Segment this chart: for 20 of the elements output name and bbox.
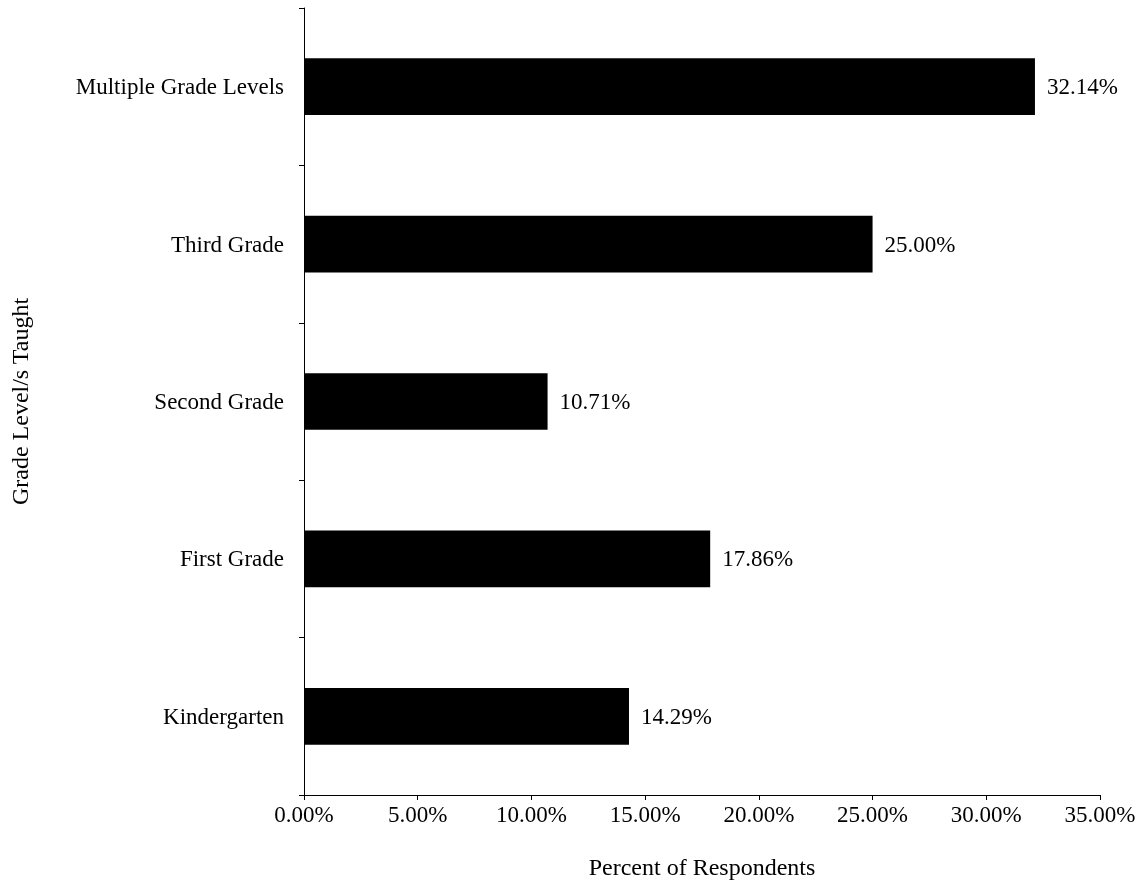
y-tick-label: First Grade [179, 546, 284, 572]
data-label: 17.86% [722, 546, 794, 572]
y-tick-label: Multiple Grade Levels [75, 74, 285, 100]
y-axis-title: Grade Level/s Taught [7, 297, 33, 506]
x-tick-label: 30.00% [950, 802, 1022, 827]
data-label: 25.00% [884, 231, 956, 257]
x-tick-label: 5.00% [388, 802, 448, 827]
x-tick-label: 0.00% [274, 802, 334, 827]
x-tick-label: 20.00% [723, 802, 795, 827]
y-tick-label: Second Grade [154, 389, 284, 414]
x-tick-label: 15.00% [609, 802, 681, 827]
y-tick-label: Third Grade [170, 231, 284, 257]
x-tick-label: 10.00% [495, 802, 567, 827]
y-tick-label: Kindergarten [163, 703, 285, 729]
data-label: 14.29% [641, 703, 712, 729]
x-tick-label: 25.00% [837, 802, 909, 827]
data-label: 10.71% [559, 389, 631, 414]
x-tick-label: 35.00% [1064, 802, 1136, 827]
data-label: 32.14% [1046, 74, 1118, 100]
x-axis-title: Percent of Respondents [588, 854, 816, 880]
